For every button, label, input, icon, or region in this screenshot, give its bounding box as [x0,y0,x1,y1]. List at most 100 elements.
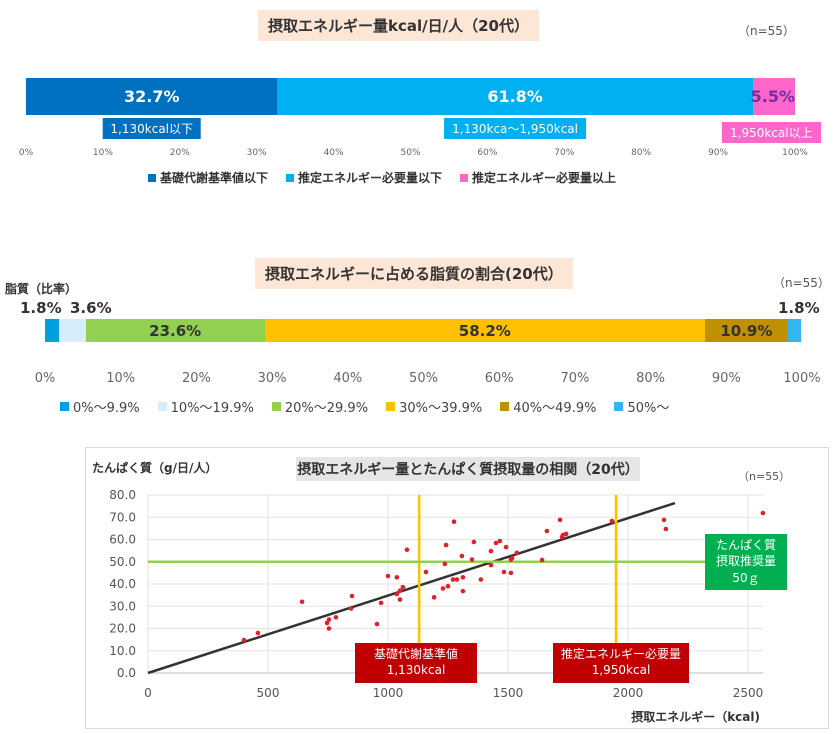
chart3-data-point [445,583,451,589]
chart3-data-point [663,526,669,532]
chart1-x-tick: 20% [169,148,190,158]
chart3-y-tick: 0.0 [117,666,136,680]
legend-label: 20%～29.9% [284,401,369,416]
legend-label: 10%～19.9% [170,401,254,416]
chart1-x-tick: 0% [18,148,34,158]
chart1-data-label: 32.7% [123,87,180,106]
chart3-data-point [450,577,456,582]
chart3-y-tick: 60.0 [109,533,136,547]
chart3-data-point [497,538,503,544]
chart3-data-point [460,588,466,594]
legend-label: 30%～39.9% [399,401,483,416]
chart3-x-tick: 500 [257,686,280,700]
chart3-data-point [451,519,457,524]
chart3-x-tick: 2000 [613,686,644,700]
legend-label: 40%～49.9% [513,401,597,416]
chart3-data-point [503,544,509,550]
legend-swatch [614,402,624,411]
chart2-data-label: 1.8% [20,299,62,317]
chart2-bar: 23.6% 58.2% 10.9% [45,319,802,342]
chart1-range-label: 1,130kcal以下 [102,118,202,139]
chart1-data-label: 5.5% [750,87,795,106]
chart3-data-point [459,553,465,559]
chart3-data-point [514,550,520,556]
chart2-segment: 10.9% [705,319,788,342]
chart3-y-tick: 40.0 [109,577,136,591]
chart3-data-point [469,557,475,562]
chart3-data-point [326,617,332,622]
chart3-data-point [326,626,332,631]
chart2-legend-item: 10%～19.9% [157,397,254,416]
chart3-x-tick: 1000 [373,686,404,700]
legend-label: 推定エネルギー必要量以下 [298,171,443,185]
chart3-data-point [460,575,466,580]
chart3-data-point [348,606,354,611]
chart3-data-point [501,569,507,575]
chart1-legend-item: 基礎代謝基準値以下 [148,169,268,186]
legend-swatch [500,402,510,411]
chart3-reference-label: 1,130kcal [387,663,446,677]
legend-swatch [271,402,281,411]
chart2-data-label: 1.8% [778,299,820,317]
chart3-data-point [404,547,410,553]
chart2-legend-item: 40%～49.9% [500,397,596,416]
chart3-data-point [400,584,406,590]
legend-swatch [386,402,396,411]
chart1-x-tick: 60% [477,148,498,158]
chart3-frame [85,447,829,729]
chart1-x-tick: 40% [323,148,344,158]
chart3-reference-label-box [553,643,689,683]
chart3-data-point [385,573,391,579]
chart2-segment [45,319,59,342]
chart3-y-tick: 30.0 [109,599,136,613]
chart3-x-label: 摂取エネルギー（kcal) [631,709,760,724]
chart3-y-tick: 80.0 [109,488,136,502]
chart2-segment [787,319,802,342]
chart3-data-point [299,599,305,605]
chart2-x-tick: 40% [333,371,363,386]
legend-label: 基礎代謝基準値以下 [160,171,269,185]
legend-swatch [157,402,167,411]
chart3-n-label: （n=55） [738,470,790,483]
chart2-y-label: 脂質（比率） [5,282,78,296]
chart3-data-point [661,517,667,523]
chart3-trendline [147,501,676,675]
chart1-x-tick: 10% [92,148,113,158]
chart2-x-tick: 0% [34,371,56,386]
chart3-data-point [508,570,514,576]
chart1-x-tick: 50% [400,148,421,158]
chart3-data-point [255,630,261,636]
chart2-legend-item: 20%～29.9% [271,397,369,416]
chart2-x-tick: 90% [711,371,741,386]
chart2-segment: 23.6% [85,319,265,342]
chart3-data-point [454,577,460,582]
chart1-x-tick: 90% [708,148,729,158]
chart2-legend-item: 50%～ [614,397,669,416]
chart2-segment [58,319,86,342]
chart2-legend-item: 30%～39.9% [386,397,482,416]
chart2-x-tick: 60% [484,371,514,386]
chart3-data-point [509,555,515,561]
chart3-data-point [544,528,550,534]
chart1-legend-item: 推定エネルギー必要量以上 [460,169,616,186]
chart2-x-tick: 10% [106,371,136,386]
chart1-x-tick: 100% [782,148,808,158]
chart2-title: 摂取エネルギーに占める脂質の割合(20代） [255,258,573,289]
chart3-reference-label-box [355,643,477,683]
legend-swatch [286,173,295,182]
chart3-data-point [471,539,477,545]
chart3-data-point [394,575,400,580]
chart1-title: 摂取エネルギー量kcal/日/人（20代） [258,10,539,41]
chart3-data-point [333,615,339,620]
chart3-x-tick: 1500 [493,686,524,700]
chart1-x-tick: 80% [631,148,652,158]
chart2-x-tick: 20% [181,371,211,386]
chart3-reference-label: 50ｇ [732,571,759,585]
chart1-n-label: （n=55） [738,24,795,38]
chart3-y-tick: 20.0 [109,622,136,636]
chart1-segment: 5.5% [750,78,795,115]
chart1-segment: 61.8% [277,78,753,115]
chart3-data-point [493,540,499,546]
